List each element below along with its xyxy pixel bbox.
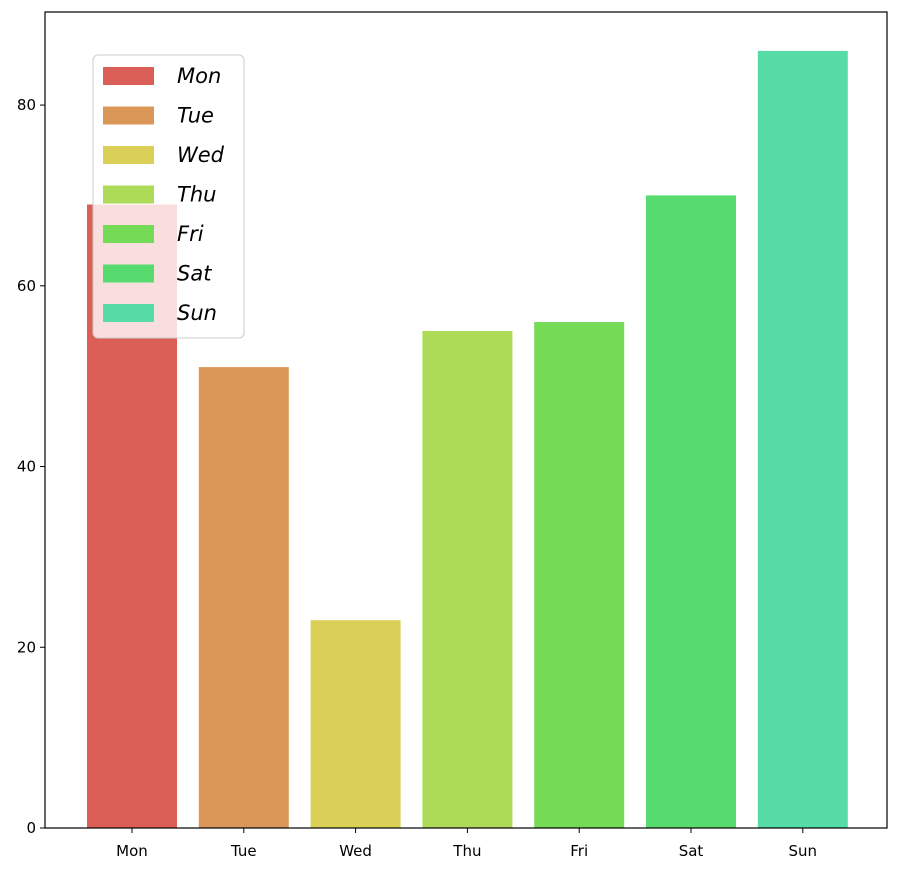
legend-swatch-mon — [103, 67, 154, 85]
x-tick-label: Thu — [452, 842, 481, 860]
x-tick-label: Mon — [116, 842, 148, 860]
axes-frame — [44, 11, 888, 829]
legend-swatch-sun — [103, 304, 154, 322]
legend-label-fri: Fri — [177, 222, 204, 246]
legend-swatch-sat — [103, 264, 154, 283]
x-tick-label: Wed — [339, 842, 372, 860]
legend: Mon Tue Wed Thu Fri Sat Sun — [92, 54, 245, 339]
bar-fri — [534, 322, 625, 828]
y-tick-label: 0 — [26, 819, 36, 837]
legend-swatch-tue — [103, 106, 154, 125]
x-tick-label: Sat — [679, 842, 704, 860]
y-tick-label: 80 — [17, 96, 36, 114]
legend-swatch-fri — [103, 225, 154, 243]
legend-label-sun: Sun — [177, 301, 217, 325]
bars-layer — [87, 50, 848, 828]
legend-label-thu: Thu — [177, 183, 216, 207]
bar-sun — [757, 50, 848, 828]
legend-label-sat: Sat — [177, 262, 212, 286]
y-axis: 0 20 40 60 80 — [17, 96, 45, 837]
legend-label-mon: Mon — [177, 64, 221, 88]
legend-swatch-wed — [103, 146, 154, 164]
y-tick-label: 40 — [17, 458, 36, 476]
legend-label-tue: Tue — [177, 104, 214, 128]
bar-thu — [422, 331, 513, 828]
legend-swatch-thu — [103, 185, 154, 204]
y-tick-label: 20 — [17, 638, 36, 656]
bar-wed — [310, 620, 401, 828]
x-tick-label: Tue — [230, 842, 257, 860]
x-axis: Mon Tue Wed Thu Fri Sat Sun — [116, 828, 817, 860]
legend-label-wed: Wed — [177, 143, 225, 167]
x-tick-label: Fri — [570, 842, 588, 860]
bar-sat — [646, 195, 736, 828]
bar-tue — [198, 367, 289, 828]
y-tick-label: 60 — [17, 277, 36, 295]
x-tick-label: Sun — [789, 842, 818, 860]
